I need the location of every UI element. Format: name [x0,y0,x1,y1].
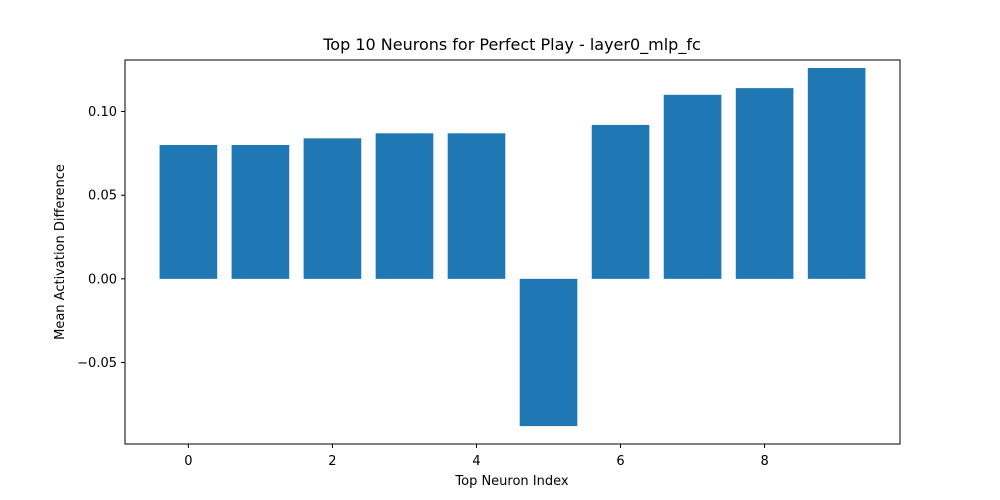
bar-neuron-1 [231,145,290,279]
bar-neuron-4 [447,133,506,279]
bar-neuron-9 [807,68,866,279]
y-tick-label: 0.10 [88,105,117,120]
plot-frame [124,59,901,445]
x-tick-label: 6 [616,454,624,469]
y-tick-label: 0.05 [88,189,117,204]
y-tick-label: 0.00 [88,272,117,287]
bar-neuron-2 [303,138,362,279]
x-tick-label: 8 [760,454,768,469]
chart-title: Top 10 Neurons for Perfect Play - layer0… [322,35,701,55]
bar-neuron-7 [663,94,722,279]
y-axis-label: Mean Activation Difference [53,164,68,340]
x-tick-label: 4 [472,454,480,469]
bars-group [159,68,866,427]
bar-neuron-3 [375,133,434,279]
x-axis-label: Top Neuron Index [454,474,569,489]
y-tick-label: −0.05 [77,356,117,371]
x-axis-ticks: 0 2 4 6 8 [184,444,769,469]
bar-neuron-6 [591,124,650,279]
bar-neuron-0 [159,145,218,279]
x-tick-label: 2 [328,454,336,469]
y-axis-ticks: −0.05 0.00 0.05 0.10 [77,105,125,371]
x-tick-label: 0 [184,454,192,469]
bar-neuron-8 [735,88,794,279]
bar-neuron-5 [519,278,578,427]
